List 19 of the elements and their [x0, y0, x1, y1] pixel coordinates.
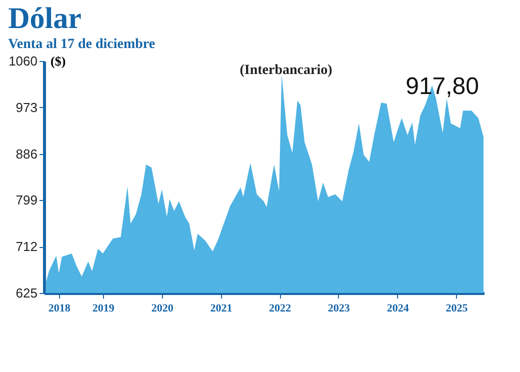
y-tick-label: 712 [16, 239, 38, 254]
x-tick-label: 2018 [48, 302, 71, 314]
y-tick-label: 799 [16, 192, 38, 208]
annotation: (Interbancario) [240, 63, 333, 78]
y-tick-label: 625 [16, 286, 38, 300]
chart-title: Dólar [8, 2, 82, 35]
y-tick-label: 1060 [8, 54, 38, 68]
x-tick-label: 2022 [269, 302, 292, 314]
x-tick-label: 2024 [386, 302, 410, 314]
y-axis-title: ($) [50, 54, 66, 68]
x-tick-label: 2019 [92, 302, 115, 314]
x-tick-label: 2023 [328, 302, 350, 314]
x-tick-label: 2021 [210, 302, 232, 314]
y-tick-label: 973 [16, 100, 38, 115]
annotation: 917,80 [406, 73, 479, 100]
x-tick-label: 2020 [151, 302, 174, 314]
x-tick-label: 2025 [446, 302, 468, 314]
chart-subtitle: Venta al 17 de diciembre [8, 37, 156, 52]
y-tick-label: 886 [16, 146, 38, 162]
